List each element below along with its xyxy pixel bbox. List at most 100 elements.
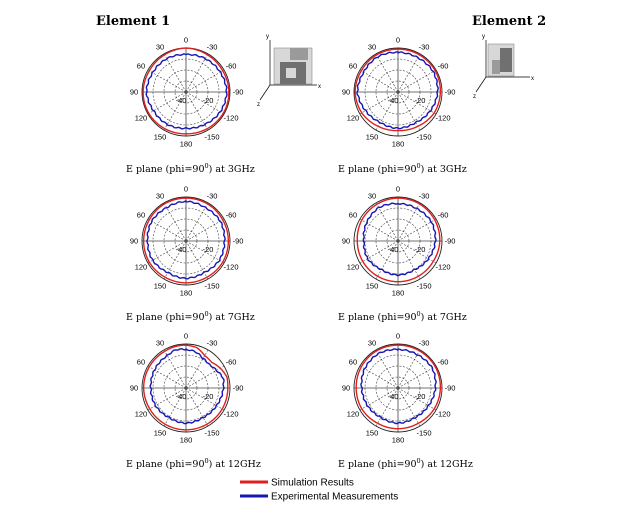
angle-tick-label: 30 [368, 191, 376, 200]
angle-tick-label: -90 [445, 88, 456, 97]
plot-caption: E plane (phi=900) at 7GHz [338, 310, 467, 323]
caption-frequency: ) at 12GHz [209, 459, 261, 470]
angle-tick-label: -30 [419, 338, 430, 347]
radial-tick-label: -20 [415, 96, 426, 105]
simulation-trace [142, 197, 230, 284]
grid-spoke [375, 240, 399, 280]
grid-spoke [397, 387, 421, 427]
plot-caption: E plane (phi=900) at 3GHz [126, 162, 255, 175]
grid-spoke [163, 91, 187, 131]
inset-z-label: z [473, 94, 476, 100]
grid-spoke [147, 218, 187, 242]
grid-spoke [147, 365, 187, 389]
angle-tick-label: -120 [224, 410, 239, 419]
angle-tick-label: 180 [392, 140, 405, 149]
inset-z-label: z [257, 102, 260, 108]
angle-tick-label: 150 [366, 429, 379, 438]
radial-tick-label: -40 [176, 392, 187, 401]
angle-tick-label: 180 [180, 289, 193, 298]
grid-spoke [397, 240, 421, 280]
radial-tick-label: -40 [176, 96, 187, 105]
inset-z-axis [259, 84, 271, 101]
legend-label-simulation: Simulation Results [271, 478, 354, 489]
outer-circle [141, 343, 231, 433]
grid-spoke [185, 91, 209, 131]
grid-spoke [185, 387, 225, 411]
angle-tick-label: 120 [347, 410, 360, 419]
radial-tick-label: -20 [203, 96, 214, 105]
angle-tick-label: 60 [137, 62, 145, 71]
plot-caption: E plane (phi=900) at 12GHz [126, 457, 261, 470]
radial-tick-label: -40 [176, 245, 187, 254]
grid-spoke [397, 91, 421, 131]
measurement-trace [362, 202, 437, 277]
angle-tick-label: 180 [180, 140, 193, 149]
angle-tick-label: 60 [349, 62, 357, 71]
inset-y-label: y [482, 34, 485, 40]
simulation-trace [142, 47, 230, 135]
angle-tick-label: -60 [438, 358, 449, 367]
outer-circle [141, 196, 231, 286]
inset-patch [500, 48, 512, 72]
angle-tick-label: 120 [135, 263, 148, 272]
legend-label-measurement: Experimental Measurements [271, 492, 398, 503]
caption-superscript: 0 [205, 310, 209, 318]
element-1-inset: y x z [257, 34, 321, 108]
angle-tick-label: -30 [419, 191, 430, 200]
measurement-trace [146, 200, 226, 280]
angle-tick-label: 120 [347, 263, 360, 272]
radial-tick-label: -40 [388, 392, 399, 401]
angle-tick-label: 0 [184, 332, 188, 341]
inset-y-label: y [266, 34, 269, 40]
angle-tick-label: 150 [366, 133, 379, 142]
angle-tick-label: -90 [233, 88, 244, 97]
angle-tick-label: 120 [347, 114, 360, 123]
caption-main: E plane (phi=90 [338, 164, 417, 175]
caption-main: E plane (phi=90 [126, 459, 205, 470]
grid-spoke [397, 53, 421, 93]
grid-spoke [397, 91, 437, 115]
angle-tick-label: -60 [226, 211, 237, 220]
angle-tick-label: -30 [207, 191, 218, 200]
grid-spoke [147, 69, 187, 93]
measurement-trace [149, 348, 225, 425]
radial-tick-label: -40 [388, 96, 399, 105]
simulation-trace [356, 197, 441, 283]
grid-spoke [185, 365, 225, 389]
angle-tick-label: -90 [445, 237, 456, 246]
caption-frequency: ) at 3GHz [209, 164, 255, 175]
outer-circle [353, 47, 443, 137]
angle-tick-label: 150 [154, 133, 167, 142]
angle-tick-label: -60 [438, 62, 449, 71]
inset-feed [492, 60, 500, 74]
angle-tick-label: -150 [416, 429, 431, 438]
grid-spoke [185, 218, 225, 242]
grid-spoke [397, 387, 437, 411]
grid-spoke [185, 202, 209, 242]
grid-spoke [163, 349, 187, 389]
angle-tick-label: -150 [204, 133, 219, 142]
radial-tick-label: -20 [415, 245, 426, 254]
grid-spoke [375, 387, 399, 427]
caption-frequency: ) at 12GHz [421, 459, 473, 470]
angle-tick-label: 30 [156, 42, 164, 51]
angle-tick-label: -150 [204, 429, 219, 438]
measurement-trace [360, 348, 437, 425]
caption-superscript: 0 [417, 310, 421, 318]
grid-spoke [359, 218, 399, 242]
measurement-trace [356, 51, 439, 130]
angle-tick-label: -60 [438, 211, 449, 220]
element-1-title: Element 1 [96, 14, 170, 29]
caption-superscript: 0 [205, 457, 209, 465]
angle-tick-label: 180 [392, 289, 405, 298]
angle-tick-label: 90 [342, 88, 350, 97]
angle-tick-label: -30 [207, 338, 218, 347]
grid-spoke [359, 240, 399, 264]
grid-spoke [397, 218, 437, 242]
caption-superscript: 0 [417, 457, 421, 465]
grid-spoke [397, 365, 437, 389]
grid-spoke [359, 365, 399, 389]
angle-tick-label: -150 [416, 133, 431, 142]
angle-tick-label: 90 [130, 237, 138, 246]
angle-tick-label: 150 [366, 282, 379, 291]
